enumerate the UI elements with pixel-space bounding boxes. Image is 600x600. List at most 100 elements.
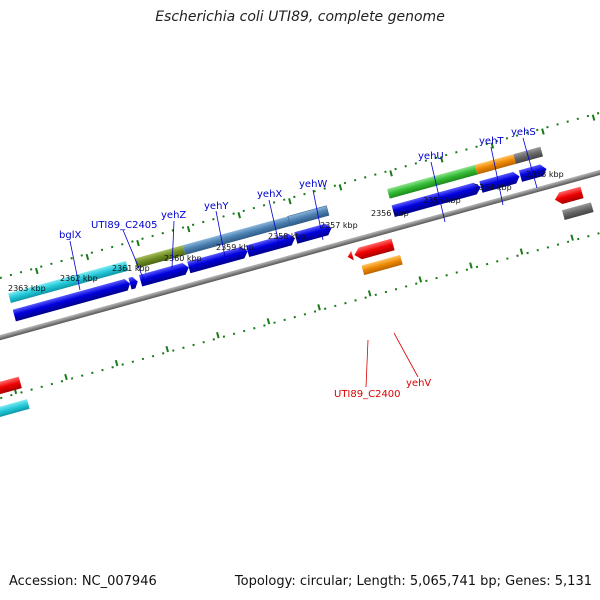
yehU-feature-bar	[387, 164, 478, 199]
ruler-dot	[485, 262, 489, 266]
ruler-tick	[389, 170, 393, 177]
ruler-dot	[121, 363, 124, 366]
yehT-feature-bar	[474, 154, 517, 175]
ruler-dot	[435, 276, 438, 280]
ruler-dot	[313, 190, 316, 193]
kbp-label: 2360 kbp	[164, 254, 202, 263]
left-edge-red-arrow	[0, 376, 22, 399]
ruler-dot	[40, 385, 43, 389]
ruler-dot	[526, 251, 529, 255]
kbp-label: 2353 kbp	[526, 170, 564, 179]
lower-ruler	[0, 232, 600, 400]
UTI89_C2405-cds-arrow	[128, 276, 138, 290]
bglX-cds-arrow	[12, 278, 130, 322]
ruler-dot	[525, 131, 529, 134]
ruler-dot	[556, 123, 559, 126]
ruler-dot	[91, 371, 94, 375]
ruler-dot	[151, 354, 155, 358]
yehT-cds-arrow	[479, 171, 520, 193]
ruler-dot	[141, 237, 144, 240]
ruler-tick	[165, 345, 169, 353]
ruler-dot	[394, 167, 397, 171]
ruler-dot	[576, 117, 580, 121]
ruler-dot	[232, 212, 235, 215]
ruler-tick	[35, 267, 39, 275]
ruler-dot	[131, 240, 134, 243]
ruler-dot	[172, 349, 175, 352]
gene-label-yehY: yehY	[204, 201, 229, 212]
leader-line	[490, 146, 504, 206]
kbp-label: 2358 kbp	[268, 232, 306, 241]
ruler-tick	[490, 142, 495, 149]
ruler-tick	[367, 290, 372, 297]
ruler-dot	[566, 120, 569, 123]
ruler-dot	[40, 265, 43, 268]
ruler-dot	[536, 248, 539, 252]
ruler-dot	[384, 170, 387, 174]
ruler-dot	[333, 184, 337, 187]
right-edge-gray-bar	[562, 202, 594, 220]
ruler-dot	[425, 279, 428, 283]
ruler-dot	[212, 338, 216, 341]
ruler-dot	[70, 377, 74, 380]
ruler-dot	[110, 245, 114, 249]
ruler-tick	[288, 198, 292, 205]
ruler-dot	[50, 262, 53, 266]
forward-features	[8, 146, 544, 303]
ruler-dot	[384, 290, 388, 294]
ruler-dot	[20, 391, 23, 394]
ruler-dot	[334, 304, 337, 308]
ruler-dot	[10, 393, 13, 397]
ruler-dot	[415, 282, 418, 285]
gene-label-UTI89_C2400: UTI89_C2400	[334, 389, 401, 400]
ruler-dot	[182, 346, 185, 350]
ruler-tick	[338, 184, 343, 191]
ruler-dot	[202, 340, 205, 344]
gene-label-yehS: yehS	[511, 127, 536, 138]
ruler-dot	[455, 271, 458, 274]
ruler-dot	[374, 173, 377, 176]
gene-label-yehX: yehX	[257, 189, 282, 200]
ruler-dot	[283, 198, 286, 201]
ruler-tick	[186, 225, 191, 233]
ruler-dot	[121, 243, 124, 246]
ruler-dot	[363, 176, 367, 179]
ruler-dot	[141, 357, 145, 361]
UTI89_C2400-small-arrow	[347, 250, 354, 261]
ruler-dot	[516, 254, 519, 257]
left-edge-cyan-bar	[0, 399, 30, 420]
gene-label-bglX: bglX	[59, 230, 81, 241]
ruler-dot	[354, 299, 357, 302]
kbp-label: 2362 kbp	[60, 274, 98, 283]
ruler-dot	[181, 226, 185, 229]
ruler-dot	[9, 273, 13, 277]
genome-backbone	[0, 98, 600, 370]
yehW-cds-arrow	[294, 223, 332, 244]
ruler-dot	[50, 382, 54, 386]
ruler-dot	[70, 257, 73, 260]
topology-text: Topology: circular; Length: 5,065,741 bp…	[234, 574, 592, 589]
reverse-gene-labels: UTI89_C2400 yehV	[334, 332, 431, 400]
accession-text: Accession: NC_007946	[9, 574, 157, 589]
ruler-dot	[242, 209, 245, 213]
ruler-dot	[586, 114, 590, 118]
ruler-dot	[485, 142, 488, 146]
ruler-dot	[263, 324, 266, 327]
ruler-dot	[30, 388, 33, 391]
ruler-dot	[424, 159, 428, 162]
ruler-dot	[293, 315, 297, 319]
ruler-dot	[495, 139, 499, 143]
leader-line	[268, 199, 281, 249]
ruler-dot	[161, 231, 164, 235]
ruler-dot	[0, 396, 3, 400]
ruler-dot	[455, 151, 458, 154]
yehY-cds-arrow	[187, 246, 248, 274]
ruler-dot	[80, 254, 84, 257]
ruler-dot	[566, 240, 570, 244]
yehY-feature-bar	[182, 216, 291, 255]
ruler-dot	[414, 162, 418, 165]
ruler-dot	[343, 181, 347, 185]
yehZ-cds-arrow	[139, 263, 189, 287]
ruler-dot	[90, 251, 94, 254]
